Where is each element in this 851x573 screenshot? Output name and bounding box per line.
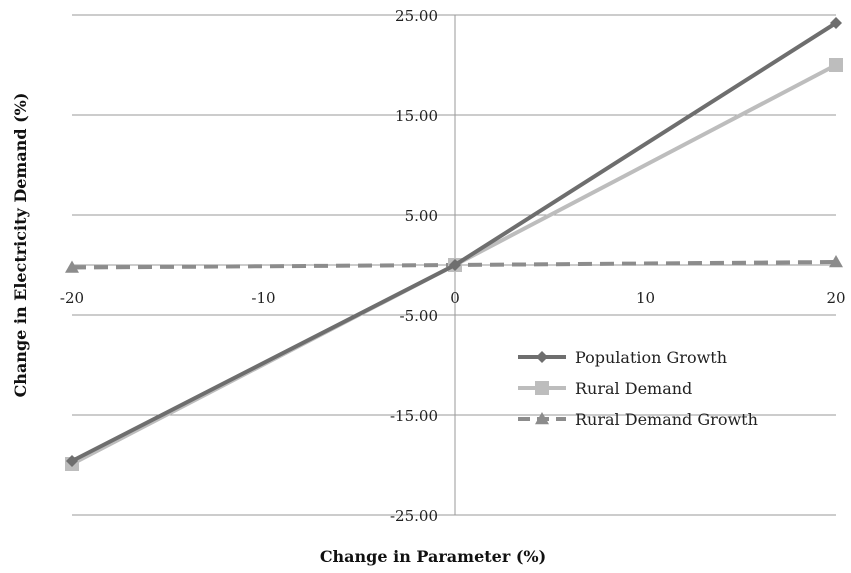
legend-item: Rural Demand (518, 379, 692, 398)
label-layer: 25.00 15.00 5.00 -5.00 -15.00 -25.00 -20 -10 0 10… (60, 7, 846, 525)
x-tick-label: 10 (636, 289, 655, 307)
legend-label: Population Growth (575, 348, 727, 367)
data-point-rural-demand-growth (65, 260, 79, 273)
series-line-population-growth (71, 21, 838, 463)
y-tick-label: -25.00 (390, 507, 438, 525)
data-point-population-growth (830, 17, 842, 29)
data-point-rural-demand (829, 58, 843, 72)
grid-layer (72, 14, 836, 516)
y-axis-title: Change in Electricity Demand (%) (11, 93, 30, 398)
legend-marker (535, 381, 549, 395)
legend-item: Population Growth (518, 348, 727, 367)
legend-item: Rural Demand Growth (518, 410, 758, 429)
y-tick-label: -15.00 (390, 407, 438, 425)
legend-marker (536, 351, 548, 363)
x-tick-label: -20 (60, 289, 84, 307)
legend-marker (535, 412, 549, 425)
legend-label: Rural Demand (575, 379, 692, 398)
y-tick-label: 5.00 (405, 207, 438, 225)
y-tick-label: 25.00 (395, 7, 438, 25)
x-tick-label: -10 (251, 289, 275, 307)
data-point-population-growth (66, 455, 78, 467)
x-tick-label: 0 (450, 289, 460, 307)
legend-label: Rural Demand Growth (575, 410, 758, 429)
y-tick-label: 15.00 (395, 107, 438, 125)
x-axis-title: Change in Parameter (%) (320, 547, 546, 566)
legend: Population Growth Rural Demand Rural Deman… (518, 348, 758, 429)
x-tick-label: 20 (826, 289, 845, 307)
data-point-rural-demand-growth (829, 255, 843, 268)
data-point-population-growth (449, 259, 461, 271)
y-tick-label: -5.00 (400, 307, 438, 325)
series-layer (65, 17, 843, 471)
